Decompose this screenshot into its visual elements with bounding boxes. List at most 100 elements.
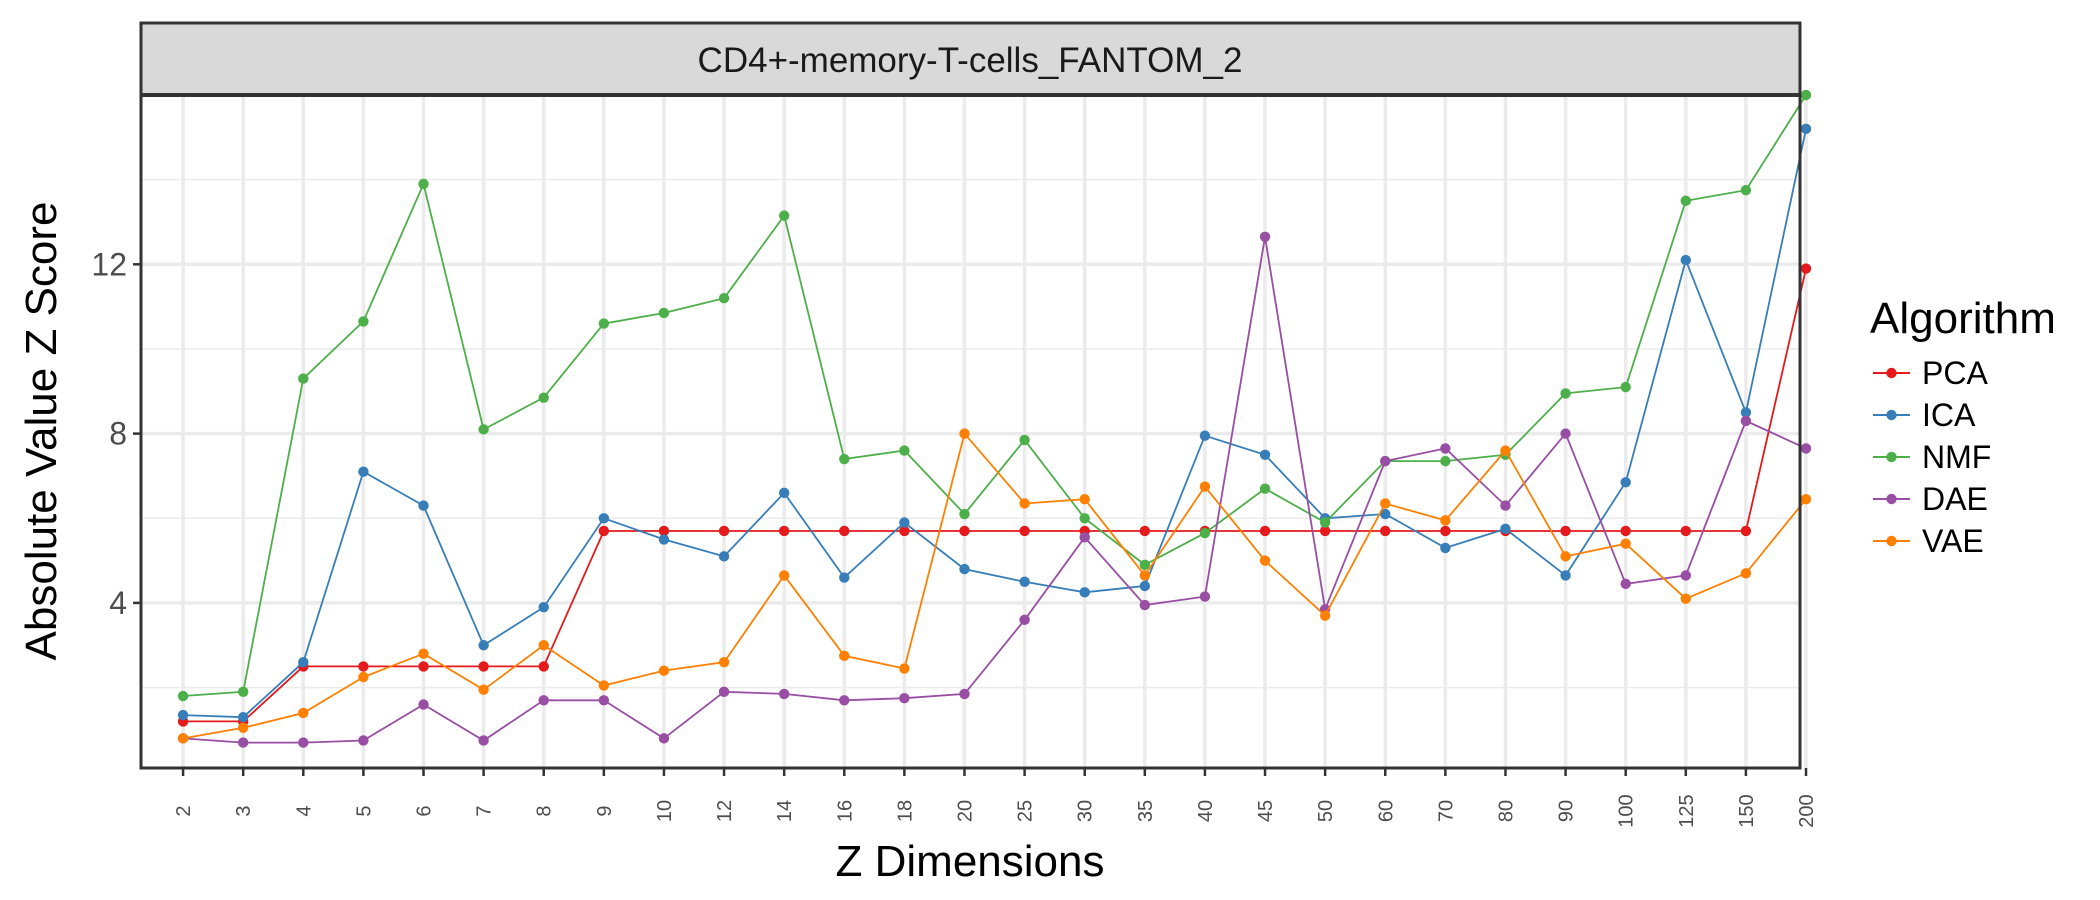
- data-point-dae: [1199, 591, 1211, 602]
- data-point-nmf: [177, 690, 189, 702]
- data-point-pca: [839, 525, 850, 537]
- x-tick-label: 90: [1556, 800, 1578, 822]
- data-point-dae: [1560, 428, 1571, 439]
- data-point-vae: [1319, 610, 1331, 621]
- data-point-vae: [1440, 515, 1451, 526]
- data-point-ica: [538, 601, 549, 613]
- x-tick-label: 100: [1616, 794, 1638, 827]
- legend-label-pca: PCA: [1922, 355, 1988, 391]
- data-point-ica: [1019, 576, 1030, 587]
- x-tick-label: 80: [1495, 800, 1517, 822]
- data-point-vae: [237, 722, 249, 733]
- data-point-dae: [1800, 443, 1812, 454]
- x-tick-label: 40: [1195, 800, 1217, 822]
- series-line-dae: [183, 236, 1807, 744]
- x-tick-label: 8: [534, 805, 556, 816]
- data-point-nmf: [1139, 559, 1151, 571]
- data-point-nmf: [658, 307, 670, 319]
- data-point-ica: [839, 572, 850, 583]
- data-point-nmf: [959, 508, 970, 520]
- data-point-pca: [478, 661, 489, 672]
- data-point-dae: [1440, 443, 1451, 454]
- data-point-vae: [1079, 494, 1090, 505]
- data-point-vae: [718, 656, 730, 668]
- data-point-nmf: [718, 292, 730, 304]
- legend-label-ica: ICA: [1922, 397, 1976, 433]
- x-axis-title: Z Dimensions: [836, 837, 1105, 886]
- data-point-ica: [177, 709, 189, 721]
- data-point-ica: [1620, 477, 1631, 488]
- series-line-nmf: [183, 94, 1807, 697]
- data-point-vae: [1620, 538, 1631, 549]
- x-tick-label: 7: [474, 805, 496, 816]
- data-point-dae: [658, 733, 670, 744]
- data-point-dae: [1620, 578, 1631, 590]
- data-point-nmf: [1259, 483, 1271, 494]
- x-tick-label: 4: [293, 805, 315, 816]
- data-point-vae: [418, 648, 429, 659]
- data-point-pca: [1560, 525, 1571, 537]
- x-tick-label: 10: [654, 800, 676, 822]
- legend-key-point: [1886, 409, 1897, 421]
- legend-label-vae: VAE: [1922, 523, 1984, 559]
- data-point-ica: [899, 517, 910, 528]
- x-tick-label: 200: [1796, 794, 1818, 827]
- data-point-ica: [1139, 580, 1151, 592]
- y-tick-label: 8: [109, 416, 127, 452]
- legend-title: Algorithm: [1870, 294, 2056, 343]
- legend-key-point: [1886, 367, 1897, 379]
- data-point-nmf: [358, 316, 369, 327]
- y-tick-label: 4: [109, 585, 127, 621]
- data-point-vae: [298, 707, 309, 719]
- data-point-pca: [1319, 525, 1331, 537]
- data-point-nmf: [538, 392, 549, 403]
- data-point-vae: [478, 684, 489, 695]
- data-point-nmf: [1440, 455, 1451, 467]
- data-point-ica: [959, 563, 970, 575]
- data-point-nmf: [1560, 388, 1571, 399]
- data-point-nmf: [839, 453, 850, 465]
- data-point-pca: [1380, 525, 1391, 537]
- data-point-dae: [1680, 570, 1691, 581]
- x-tick-label: 35: [1135, 800, 1157, 822]
- data-point-dae: [1019, 614, 1030, 626]
- y-axis-title: Absolute Value Z Score: [17, 202, 66, 661]
- legend-key-point: [1886, 535, 1897, 547]
- data-point-vae: [1199, 481, 1211, 492]
- legend-key-pca: [1873, 367, 1910, 379]
- data-point-ica: [237, 712, 249, 723]
- data-point-ica: [1800, 123, 1812, 135]
- data-point-pca: [358, 661, 369, 672]
- legend-key-point: [1886, 493, 1897, 505]
- data-point-dae: [1079, 532, 1090, 543]
- x-tick-label: 14: [774, 800, 796, 822]
- data-point-nmf: [778, 210, 790, 221]
- x-tick-label: 60: [1375, 800, 1397, 822]
- series-line-pca: [183, 268, 1807, 723]
- data-point-nmf: [1620, 381, 1631, 393]
- data-point-vae: [1800, 494, 1812, 505]
- y-tick-label: 12: [91, 246, 127, 282]
- data-point-ica: [598, 513, 610, 524]
- data-point-pca: [418, 661, 429, 672]
- data-point-dae: [718, 686, 730, 698]
- data-point-pca: [1620, 525, 1631, 537]
- data-point-nmf: [1800, 89, 1812, 101]
- data-point-vae: [1560, 551, 1571, 562]
- x-axis-ticks: 2 3 4 5 6 7 8 9 10 12 14 16 18 20 25 30 35 40 45 50 60 70 80 90…: [173, 768, 1818, 828]
- legend: Algorithm PCA ICA NMF DAE VAE: [1870, 294, 2056, 559]
- data-point-ica: [418, 500, 429, 511]
- series-dae: [177, 231, 1812, 748]
- data-point-vae: [1740, 568, 1752, 579]
- legend-key-dae: [1873, 493, 1910, 505]
- data-point-vae: [177, 733, 189, 744]
- x-tick-label: 5: [353, 805, 375, 816]
- x-tick-label: 16: [834, 800, 856, 822]
- data-point-pca: [658, 525, 670, 537]
- data-point-vae: [1380, 498, 1391, 509]
- data-point-ica: [358, 466, 369, 477]
- data-point-ica: [658, 534, 670, 545]
- data-point-ica: [778, 487, 790, 499]
- data-point-pca: [1680, 525, 1691, 537]
- data-point-dae: [1259, 231, 1271, 242]
